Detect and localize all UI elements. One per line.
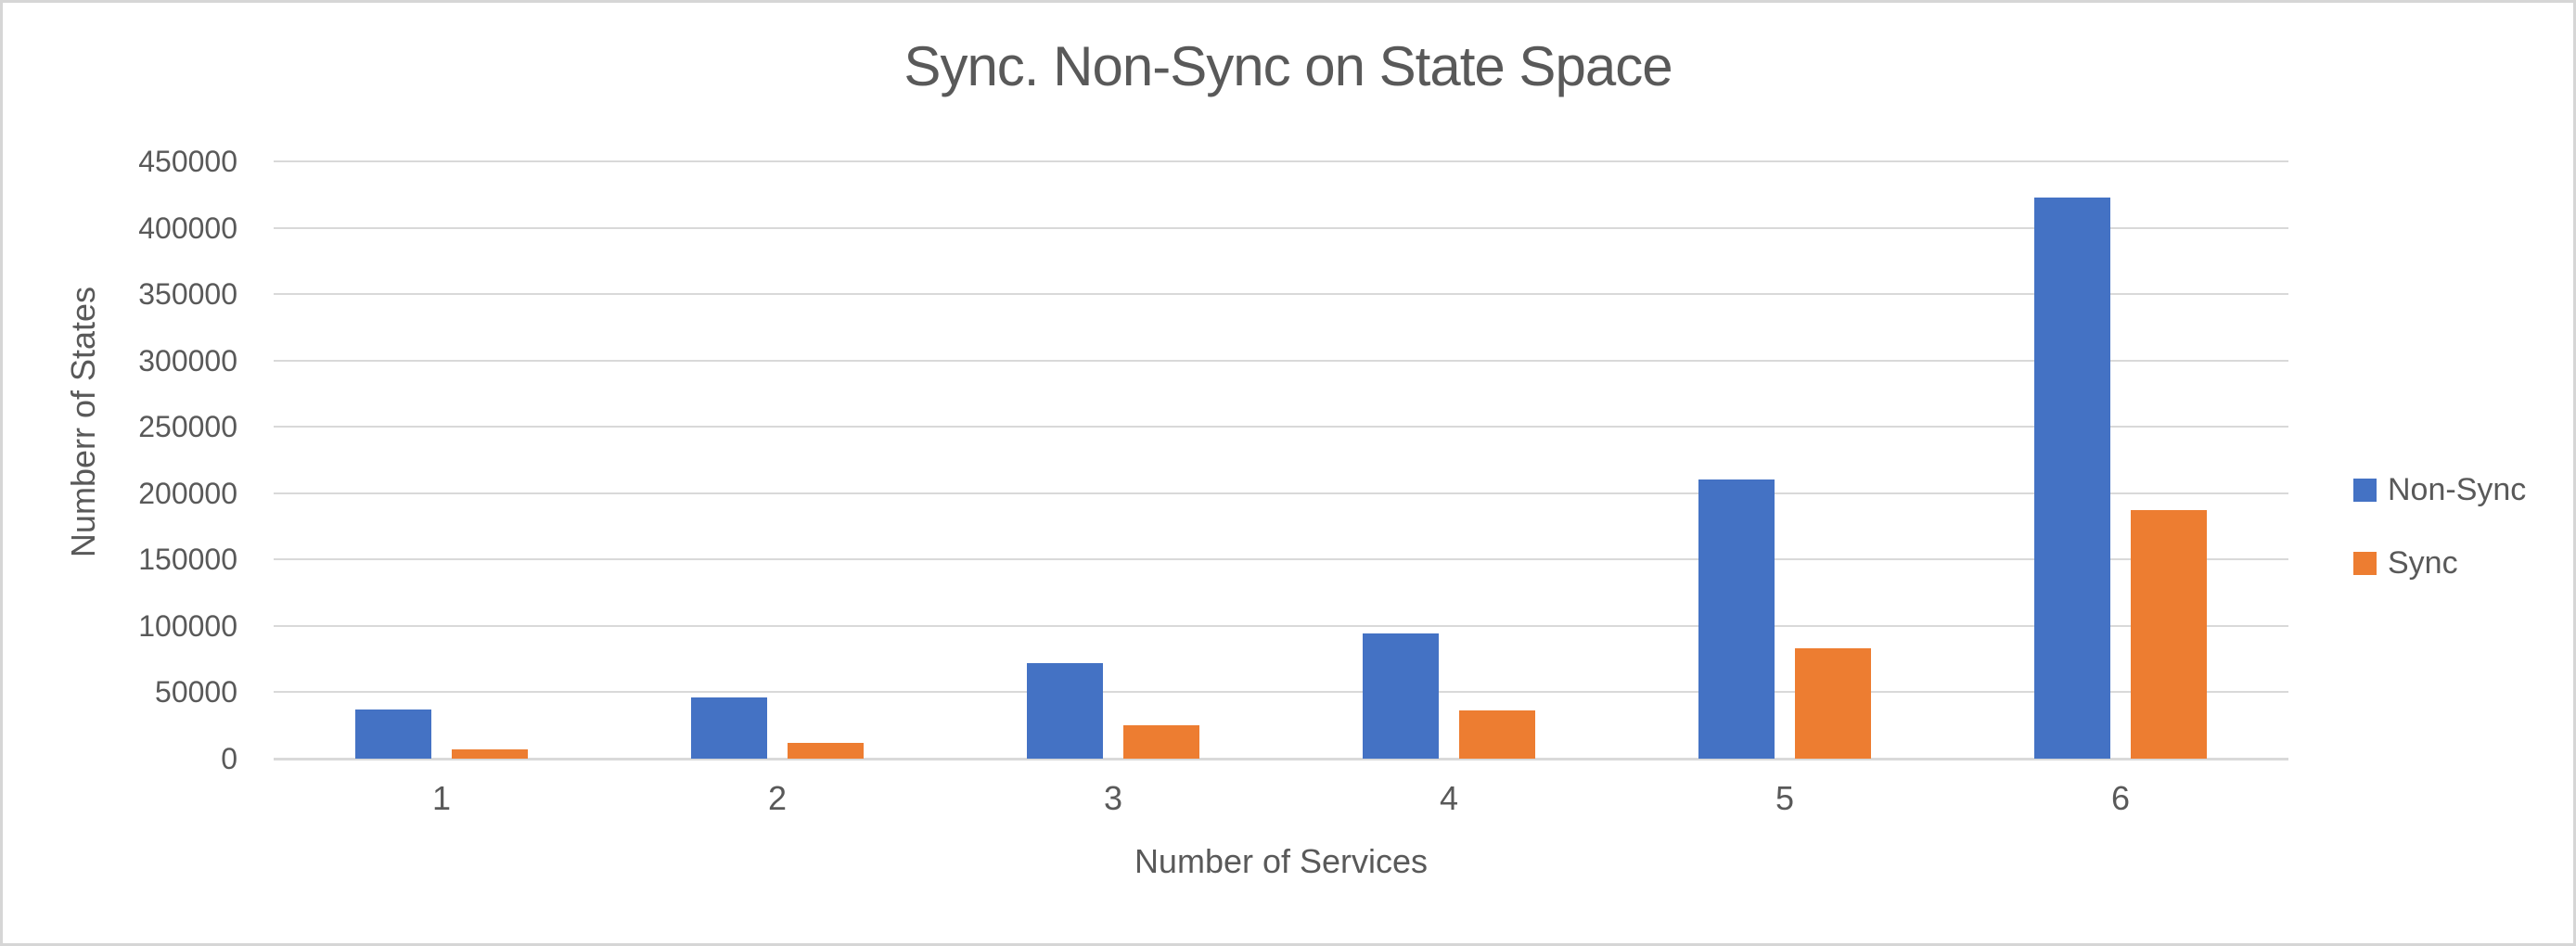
bar-sync-cat5 [1795, 648, 1871, 759]
legend-label: Sync [2388, 545, 2458, 581]
bar-non-sync-cat2 [691, 697, 767, 759]
legend-swatch [2353, 552, 2377, 575]
gridline [274, 359, 2288, 362]
y-tick-label: 400000 [138, 211, 237, 245]
y-tick-label: 50000 [155, 675, 237, 710]
y-tick-label: 450000 [138, 145, 237, 178]
bar-sync-cat2 [788, 742, 864, 759]
bar-sync-cat6 [2131, 510, 2207, 759]
gridline [274, 691, 2288, 694]
y-tick-label: 100000 [138, 608, 237, 643]
y-tick-label: 350000 [138, 277, 237, 312]
bar-non-sync-cat3 [1027, 662, 1103, 759]
bar-sync-cat4 [1459, 710, 1535, 759]
category-label: 3 [1103, 779, 1123, 817]
category-label: 1 [431, 779, 452, 817]
bar-non-sync-cat6 [2034, 197, 2110, 759]
legend-label: Non-Sync [2388, 472, 2527, 507]
legend: Non-Sync Sync [2353, 472, 2526, 619]
chart-title: Sync. Non-Sync on State Space [904, 35, 1672, 97]
category-label: 5 [1775, 779, 1795, 817]
legend-swatch [2353, 479, 2377, 502]
legend-item-sync: Sync [2353, 545, 2526, 582]
gridline [274, 624, 2288, 627]
y-tick-label: 200000 [138, 476, 237, 510]
category-label: 2 [767, 779, 788, 817]
y-tick-label: 250000 [138, 410, 237, 444]
bar-non-sync-cat1 [355, 710, 431, 759]
gridline [274, 492, 2288, 494]
y-tick-label: 300000 [138, 343, 237, 377]
category-label: 4 [1439, 779, 1459, 817]
gridline [274, 226, 2288, 229]
x-axis-line [274, 758, 2288, 761]
legend-item-non-sync: Non-Sync [2353, 472, 2526, 508]
bar-sync-cat1 [452, 748, 528, 759]
bar-sync-cat3 [1123, 725, 1199, 759]
bar-non-sync-cat5 [1698, 479, 1775, 759]
gridline [274, 293, 2288, 296]
y-tick-label: 0 [221, 742, 237, 775]
category-label: 6 [2110, 779, 2131, 817]
gridline [274, 558, 2288, 561]
y-tick-label: 150000 [138, 543, 237, 577]
bar-non-sync-cat4 [1363, 633, 1439, 759]
gridline [274, 160, 2288, 162]
gridline [274, 426, 2288, 428]
x-axis-title: Number of Services [1134, 842, 1429, 880]
